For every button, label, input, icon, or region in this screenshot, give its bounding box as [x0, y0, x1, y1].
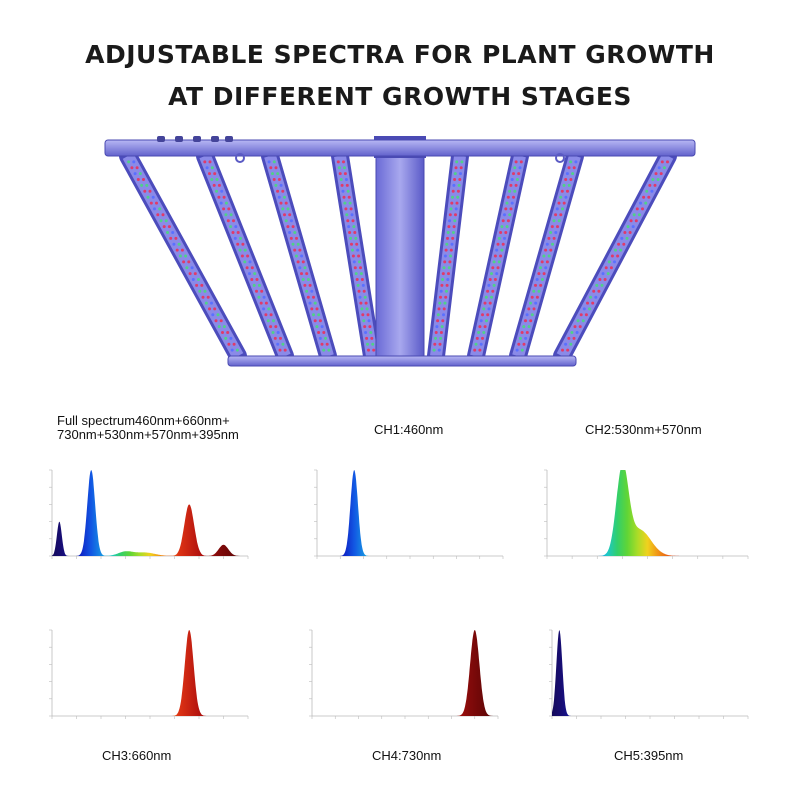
axis-lines — [51, 630, 248, 717]
axis-lines — [551, 630, 748, 717]
spectrum-plot-ch1 — [305, 462, 515, 572]
spectrum-caption-full: Full spectrum460nm+660nm+ 730nm+530nm+57… — [57, 414, 287, 442]
connector-ports — [157, 136, 233, 142]
led-bar — [427, 147, 469, 365]
spectrum-curve — [317, 470, 503, 556]
hook-right — [555, 153, 565, 163]
spectrum-caption-ch4: CH4:730nm — [372, 748, 442, 763]
spectrum-caption-ch3: CH3:660nm — [102, 748, 172, 763]
headline-line-2: AT DIFFERENT GROWTH STAGES — [168, 82, 632, 111]
led-bar — [196, 147, 294, 365]
spectrum-caption-ch1: CH1:460nm — [374, 422, 444, 437]
spectrum-caption-ch2: CH2:530nm+570nm — [585, 422, 702, 437]
top-rail — [104, 139, 696, 157]
axis-lines — [316, 470, 503, 557]
led-bar — [119, 147, 247, 365]
caption-line: 730nm+530nm+570nm+395nm — [57, 427, 239, 442]
spectrum-plot-ch2 — [535, 462, 760, 572]
spectrum-plot-full — [40, 462, 260, 572]
axis-lines — [51, 470, 248, 557]
spectrum-curve — [547, 470, 748, 556]
spectrum-curve — [52, 470, 248, 556]
spectrum-plot-ch4 — [300, 622, 510, 732]
spectrum-caption-ch5: CH5:395nm — [614, 748, 684, 763]
spectrum-curve — [312, 630, 498, 716]
caption-line: Full spectrum460nm+660nm+ — [57, 413, 230, 428]
grow-light-fixture-image — [104, 136, 696, 367]
led-bar — [509, 147, 584, 365]
led-bar — [261, 147, 337, 365]
led-bar — [553, 147, 677, 365]
headline-line-1: ADJUSTABLE SPECTRA FOR PLANT GROWTH — [85, 40, 715, 69]
spectrum-plot-ch5 — [540, 622, 760, 732]
spectrum-plot-ch3 — [40, 622, 260, 732]
driver-housing — [375, 139, 425, 363]
spectrum-curve — [552, 630, 748, 716]
spectrum-curve — [52, 630, 248, 716]
hook-left — [235, 153, 245, 163]
led-bar — [467, 147, 529, 365]
led-bar — [331, 147, 381, 365]
bottom-rail — [227, 355, 577, 367]
led-bars — [119, 147, 677, 365]
